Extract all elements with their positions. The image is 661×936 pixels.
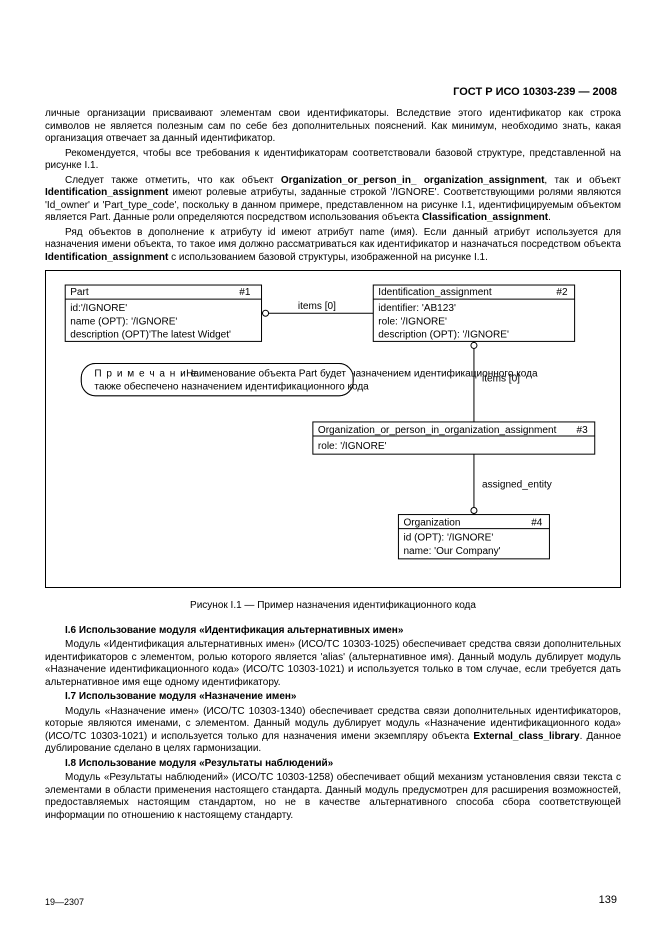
page-number: 139	[599, 894, 617, 908]
svg-text:assigned_entity: assigned_entity	[482, 479, 552, 490]
svg-text:description (OPT)'The latest W: description (OPT)'The latest Widget'	[70, 329, 231, 340]
svg-text:#4: #4	[531, 518, 543, 529]
edge-assigned-entity: assigned_entity	[471, 454, 552, 514]
edge-items-0-a: items [0]	[262, 301, 374, 316]
body-text: личные организации присваивают элементам…	[45, 108, 621, 264]
svg-text:description (OPT): '/IGNORE': description (OPT): '/IGNORE'	[378, 329, 509, 340]
entity-org-or-person-assignment: Organization_or_person_in_organization_a…	[313, 422, 595, 454]
svg-text:Identification_assignment: Identification_assignment	[378, 287, 492, 298]
section-i8-title: I.8 Использование модуля «Результаты наб…	[45, 758, 621, 771]
section-i6-body: Модуль «Идентификация альтернативных име…	[45, 639, 621, 689]
svg-text:также обеспечено назначением и: также обеспечено назначением идентификац…	[94, 381, 369, 393]
svg-text:· Наименование объекта Part б: · Наименование объекта Part будет	[180, 368, 346, 380]
sections: I.6 Использование модуля «Идентификация …	[45, 625, 621, 823]
figure-caption: Рисунок I.1 — Пример назначения идентифи…	[45, 600, 621, 613]
svg-text:name (OPT): '/IGNORE': name (OPT): '/IGNORE'	[70, 316, 177, 327]
svg-text:#2: #2	[556, 287, 568, 298]
svg-text:identifier: 'AB123': identifier: 'AB123'	[378, 303, 456, 314]
svg-text:Organization_or_person_in_orga: Organization_or_person_in_organization_a…	[318, 425, 557, 436]
paragraph: Рекомендуется, чтобы все требования к ид…	[45, 148, 621, 173]
svg-text:role: '/IGNORE': role: '/IGNORE'	[318, 441, 387, 452]
edge-items-0-b: items [0]	[471, 341, 520, 422]
section-i7-body: Модуль «Назначение имен» (ИСО/ТС 10303-1…	[45, 706, 621, 756]
svg-text:Part: Part	[70, 287, 89, 298]
entity-part: Part #1 id:'/IGNORE' name (OPT): '/IGNOR…	[65, 285, 261, 341]
paragraph: Следует также отметить, что как объект O…	[45, 175, 621, 225]
section-i6-title: I.6 Использование модуля «Идентификация …	[45, 625, 621, 638]
svg-text:name: 'Our Company': name: 'Our Company'	[403, 546, 500, 557]
svg-text:#1: #1	[239, 287, 251, 298]
svg-text:id:'/IGNORE': id:'/IGNORE'	[70, 303, 127, 314]
svg-text:items [0]: items [0]	[482, 374, 520, 385]
svg-text:items [0]: items [0]	[298, 301, 336, 312]
page: ГОСТ Р ИСО 10303-239 — 2008 личные орган…	[0, 0, 661, 936]
svg-text:role: '/IGNORE': role: '/IGNORE'	[378, 316, 447, 327]
paragraph: Ряд объектов в дополнение к атрибуту id …	[45, 227, 621, 265]
paragraph: личные организации присваивают элементам…	[45, 108, 621, 146]
document-header: ГОСТ Р ИСО 10303-239 — 2008	[453, 86, 617, 100]
footer-left: 19—2307	[45, 897, 84, 908]
svg-text:#3: #3	[577, 425, 589, 436]
svg-text:Organization: Organization	[403, 518, 460, 529]
figure-i1-diagram: Part #1 id:'/IGNORE' name (OPT): '/IGNOR…	[45, 270, 621, 588]
svg-text:id (OPT): '/IGNORE': id (OPT): '/IGNORE'	[403, 533, 493, 544]
diagram-svg: Part #1 id:'/IGNORE' name (OPT): '/IGNOR…	[60, 281, 606, 581]
section-i8-body: Модуль «Результаты наблюдений» (ИСО/ТС 1…	[45, 772, 621, 822]
entity-identification-assignment: Identification_assignment #2 identifier:…	[373, 285, 574, 341]
section-i7-title: I.7 Использование модуля «Назначение име…	[45, 691, 621, 704]
entity-organization: Organization #4 id (OPT): '/IGNORE' name…	[398, 515, 549, 559]
